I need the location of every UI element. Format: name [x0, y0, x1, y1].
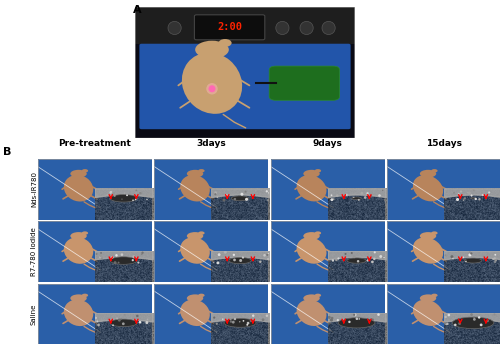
Ellipse shape: [82, 169, 88, 173]
Ellipse shape: [276, 21, 289, 35]
Ellipse shape: [296, 237, 326, 264]
Ellipse shape: [296, 300, 326, 326]
Ellipse shape: [180, 300, 210, 326]
Ellipse shape: [304, 232, 320, 240]
Ellipse shape: [322, 21, 335, 35]
Ellipse shape: [314, 231, 321, 235]
Ellipse shape: [420, 294, 436, 302]
Point: [208, 86, 216, 92]
Ellipse shape: [187, 232, 203, 240]
Ellipse shape: [70, 294, 86, 302]
Ellipse shape: [64, 175, 93, 201]
Ellipse shape: [64, 300, 93, 326]
Ellipse shape: [218, 39, 232, 47]
Ellipse shape: [413, 300, 443, 326]
Ellipse shape: [198, 169, 204, 173]
Ellipse shape: [431, 169, 438, 173]
Ellipse shape: [180, 175, 210, 201]
Text: Nds-IR780: Nds-IR780: [31, 171, 37, 208]
Ellipse shape: [300, 21, 313, 35]
Ellipse shape: [168, 21, 181, 35]
Ellipse shape: [82, 294, 88, 297]
Ellipse shape: [64, 237, 93, 264]
Text: 3days: 3days: [196, 139, 226, 148]
Bar: [135, 7, 355, 44]
Ellipse shape: [296, 175, 326, 201]
Text: Pre-treatment: Pre-treatment: [58, 139, 131, 148]
Text: R7-780 Iodide: R7-780 Iodide: [31, 227, 37, 276]
Ellipse shape: [180, 237, 210, 264]
Ellipse shape: [182, 53, 242, 114]
Ellipse shape: [304, 294, 320, 302]
Text: 15days: 15days: [426, 139, 462, 148]
Ellipse shape: [195, 41, 229, 58]
Ellipse shape: [431, 231, 438, 235]
Text: A: A: [132, 5, 141, 15]
FancyBboxPatch shape: [194, 15, 265, 40]
Text: Saline: Saline: [31, 303, 37, 325]
Ellipse shape: [70, 232, 86, 240]
Text: 9days: 9days: [312, 139, 342, 148]
Ellipse shape: [420, 170, 436, 177]
Ellipse shape: [198, 294, 204, 297]
Ellipse shape: [198, 231, 204, 235]
Text: 2:00: 2:00: [217, 22, 242, 32]
FancyBboxPatch shape: [269, 66, 340, 100]
Ellipse shape: [304, 170, 320, 177]
Ellipse shape: [420, 232, 436, 240]
Ellipse shape: [82, 231, 88, 235]
FancyBboxPatch shape: [140, 44, 350, 129]
Point: [208, 86, 216, 92]
Text: B: B: [2, 147, 11, 157]
Ellipse shape: [314, 294, 321, 297]
Ellipse shape: [431, 294, 438, 297]
Ellipse shape: [413, 175, 443, 201]
Ellipse shape: [413, 237, 443, 264]
Ellipse shape: [187, 170, 203, 177]
Ellipse shape: [70, 170, 86, 177]
Ellipse shape: [187, 294, 203, 302]
Ellipse shape: [314, 169, 321, 173]
